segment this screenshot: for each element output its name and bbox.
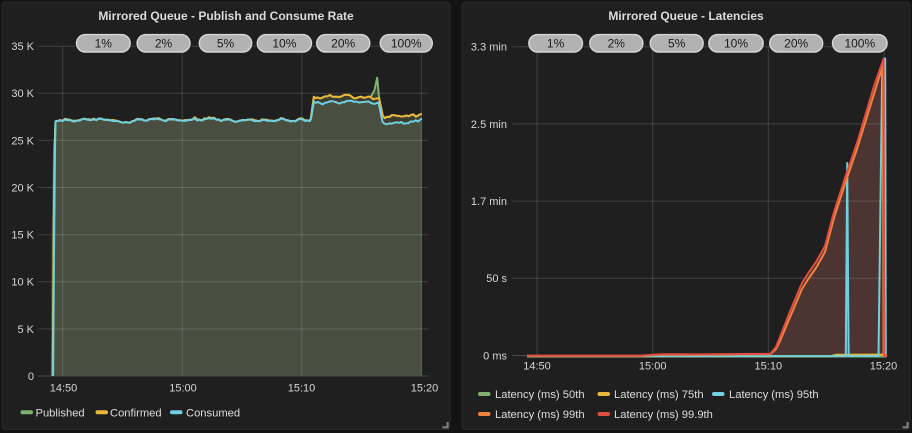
svg-text:3.3 min: 3.3 min	[471, 42, 507, 54]
svg-text:Latency (ms) 95th: Latency (ms) 95th	[729, 389, 819, 401]
svg-text:100%: 100%	[391, 37, 422, 51]
svg-text:15:10: 15:10	[755, 360, 783, 372]
svg-text:14:50: 14:50	[523, 360, 551, 372]
svg-text:0 ms: 0 ms	[483, 350, 507, 362]
svg-text:1.7 min: 1.7 min	[471, 196, 507, 208]
svg-text:100%: 100%	[844, 37, 875, 51]
svg-text:Latency (ms) 99.9th: Latency (ms) 99.9th	[614, 409, 713, 421]
svg-text:10%: 10%	[724, 37, 748, 51]
svg-text:Published: Published	[36, 408, 85, 420]
svg-text:14:50: 14:50	[50, 382, 78, 394]
svg-text:20%: 20%	[784, 37, 808, 51]
svg-text:1%: 1%	[547, 37, 565, 51]
svg-text:Mirrored Queue - Latencies: Mirrored Queue - Latencies	[608, 9, 764, 23]
svg-text:Latency (ms) 50th: Latency (ms) 50th	[495, 389, 585, 401]
svg-text:1%: 1%	[95, 37, 113, 51]
svg-text:25 K: 25 K	[11, 135, 34, 147]
svg-text:Consumed: Consumed	[186, 408, 240, 420]
svg-text:15:10: 15:10	[288, 382, 316, 394]
svg-text:5%: 5%	[668, 37, 686, 51]
svg-text:Confirmed: Confirmed	[110, 408, 162, 420]
svg-text:Mirrored Queue - Publish and C: Mirrored Queue - Publish and Consume Rat…	[98, 9, 354, 23]
svg-text:2%: 2%	[608, 37, 626, 51]
svg-text:35 K: 35 K	[11, 41, 34, 53]
svg-text:15:00: 15:00	[169, 382, 197, 394]
svg-text:5%: 5%	[217, 37, 235, 51]
svg-text:Latency (ms) 99th: Latency (ms) 99th	[495, 409, 585, 421]
svg-text:15:20: 15:20	[870, 360, 898, 372]
svg-text:Latency (ms) 75th: Latency (ms) 75th	[614, 389, 704, 401]
svg-text:10%: 10%	[272, 37, 296, 51]
svg-text:20%: 20%	[331, 37, 355, 51]
svg-text:2%: 2%	[155, 37, 173, 51]
svg-text:5 K: 5 K	[17, 324, 34, 336]
svg-text:30 K: 30 K	[11, 88, 34, 100]
svg-text:15:20: 15:20	[411, 382, 439, 394]
svg-text:15:00: 15:00	[639, 360, 667, 372]
svg-text:15 K: 15 K	[11, 230, 34, 242]
svg-text:2.5 min: 2.5 min	[471, 119, 507, 131]
svg-text:10 K: 10 K	[11, 277, 34, 289]
svg-text:50 s: 50 s	[486, 273, 507, 285]
svg-text:0: 0	[28, 371, 34, 383]
svg-text:20 K: 20 K	[11, 182, 34, 194]
